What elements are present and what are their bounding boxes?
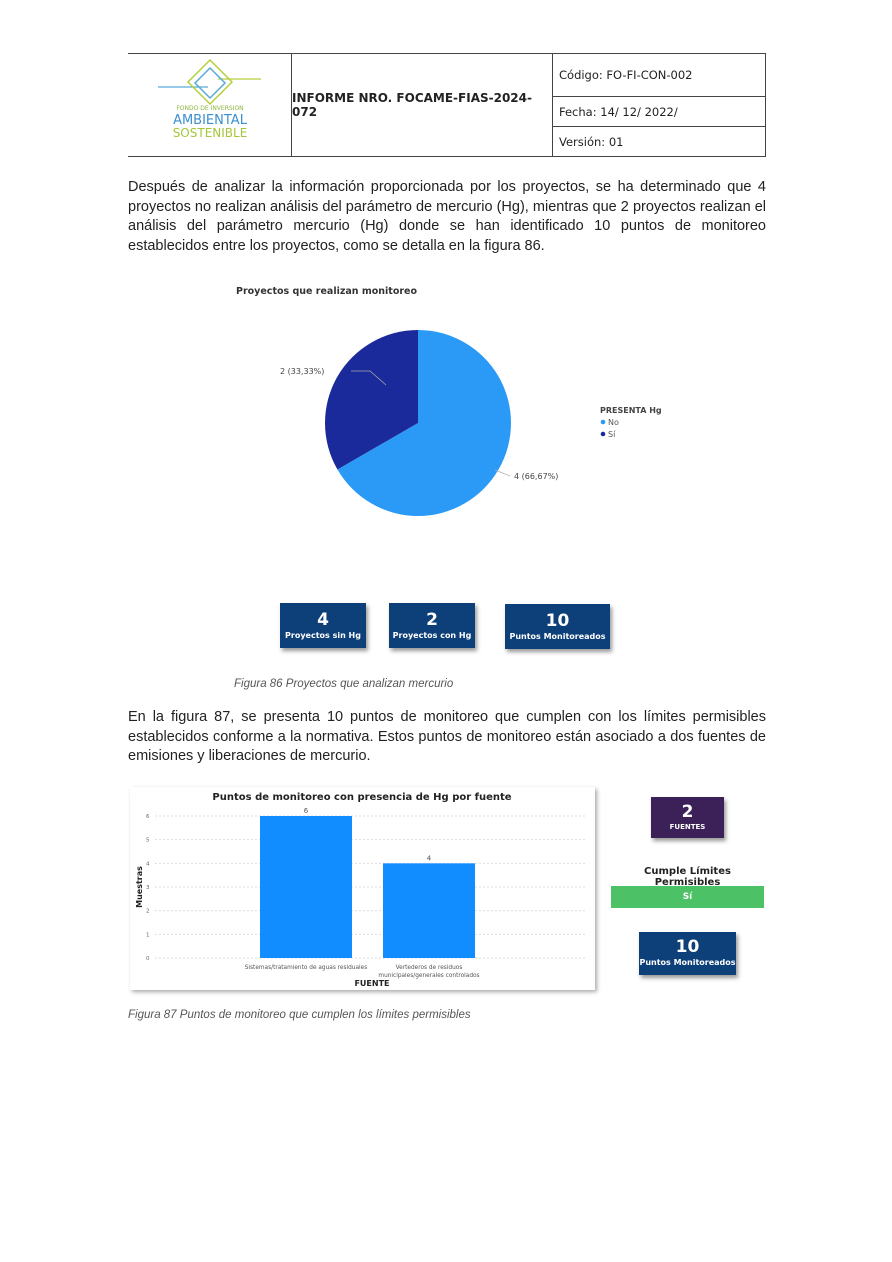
y-axis-label: Muestras (135, 866, 144, 908)
card-puntos-monitoreados-2: 10 Puntos Monitoreados (639, 932, 736, 975)
legend-no-marker (600, 419, 606, 425)
pie-chart: Proyectos que realizan monitoreo 2 (33,3… (236, 286, 662, 516)
version: Versión: 01 (559, 134, 624, 149)
x-tick-label: municipales/generales controlados (378, 973, 479, 979)
pie-label-no: 4 (66,67%) (514, 472, 558, 481)
card-puntos-monitoreados: 10 Puntos Monitoreados (505, 604, 610, 649)
cumple-label: Cumple Límites Permisibles (644, 866, 731, 888)
bar (383, 863, 475, 958)
card-fuentes: 2 FUENTES (651, 797, 724, 838)
logo-mark: FONDO DE INVERSION AMBIENTAL SOSTENIBLE (158, 58, 261, 140)
bar-chart: Puntos de monitoreo con presencia de Hg … (130, 787, 595, 990)
codigo: Código: FO-FI-CON-002 (553, 54, 765, 97)
document-header: FONDO DE INVERSION AMBIENTAL SOSTENIBLE … (128, 53, 766, 157)
pie-label-si: 2 (33,33%) (280, 367, 324, 376)
logo-line-2: AMBIENTAL (173, 113, 248, 128)
legend-no: No (608, 418, 619, 427)
paragraph-2: En la figura 87, se presenta 10 puntos d… (128, 709, 766, 764)
pie-slice-si (325, 330, 418, 470)
card-label: Puntos Monitoreados (639, 958, 736, 967)
y-tick-label: 1 (146, 932, 150, 938)
card-value: 4 (317, 610, 329, 630)
logo-line-1: FONDO DE INVERSION (176, 105, 243, 112)
cumple-value: Sí (611, 886, 764, 908)
card-value: 2 (426, 610, 438, 630)
legend-si: Sí (608, 430, 616, 439)
bar-value-label: 4 (427, 854, 432, 862)
legend-si-marker (600, 431, 606, 437)
y-tick-label: 0 (146, 956, 150, 962)
figure-87-caption: Figura 87 Puntos de monitoreo que cumple… (128, 1009, 471, 1021)
y-tick-label: 4 (146, 861, 150, 867)
x-tick-label: Sistemas/tratamiento de aguas residuales (245, 965, 367, 971)
card-label: Proyectos sin Hg (285, 631, 361, 640)
bar-value-label: 6 (304, 807, 309, 815)
card-label: FUENTES (669, 823, 706, 831)
bar (260, 816, 352, 958)
card-label: Puntos Monitoreados (509, 632, 606, 641)
card-value: 10 (675, 937, 700, 957)
card-proyectos-sin-hg: 4 Proyectos sin Hg (280, 603, 366, 648)
fecha: Fecha: 14/ 12/ 2022/ (553, 97, 765, 127)
figure-86-caption: Figura 86 Proyectos que analizan mercuri… (234, 678, 454, 690)
x-tick-label: Vertederos de residuos (396, 965, 463, 971)
y-tick-label: 3 (146, 885, 150, 891)
y-tick-label: 6 (146, 814, 150, 820)
y-tick-label: 2 (146, 909, 150, 915)
card-proyectos-con-hg: 2 Proyectos con Hg (389, 603, 475, 648)
pie-slice-no (337, 330, 511, 516)
card-label: Proyectos con Hg (392, 631, 472, 640)
card-value: 2 (681, 802, 694, 822)
report-title: INFORME NRO. FOCAME-FIAS-2024-072 (292, 54, 553, 156)
legend-title: PRESENTA Hg (600, 406, 662, 415)
x-axis-label: FUENTE (354, 979, 389, 988)
bar-title: Puntos de monitoreo con presencia de Hg … (212, 792, 511, 803)
card-value: 10 (545, 611, 570, 631)
logo-line-3: SOSTENIBLE (173, 126, 248, 140)
logo: FONDO DE INVERSION AMBIENTAL SOSTENIBLE (128, 54, 292, 156)
y-tick-label: 5 (146, 838, 150, 844)
pie-title: Proyectos que realizan monitoreo (236, 286, 417, 297)
paragraph-1: Después de analizar la información propo… (128, 179, 766, 254)
